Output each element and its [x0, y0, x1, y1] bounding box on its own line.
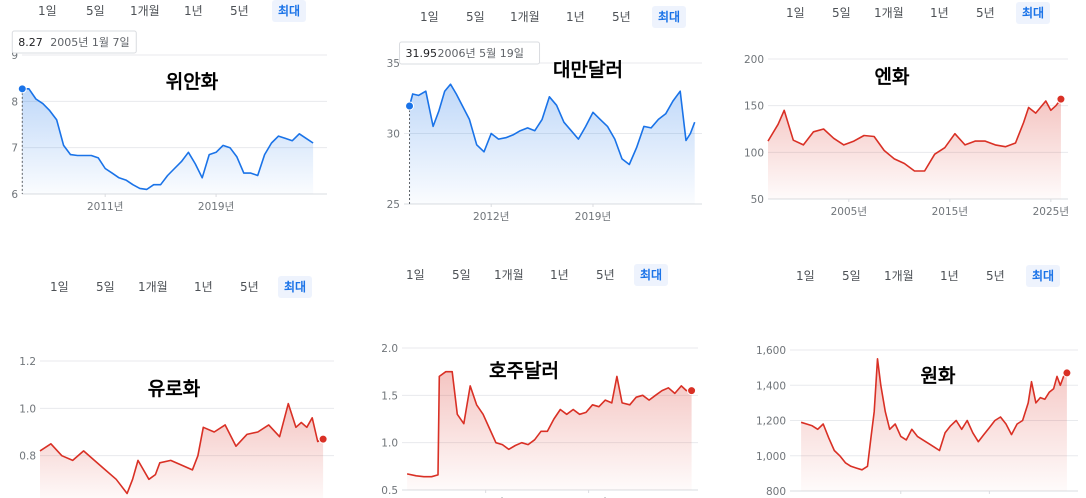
y-tick-label: 2.0: [381, 343, 398, 355]
y-tick-label: 30: [387, 129, 400, 141]
chart-panel-krw: 1일 5일 1개월 1년 5년 최대 800 1,000 1,200 1,400 1,6…: [720, 258, 1086, 498]
current-point[interactable]: [688, 387, 696, 395]
chart-svg: 50 100 150 200 2005년 2015년 2025년 엔화: [720, 25, 1086, 250]
y-tick-label: 0.5: [381, 485, 398, 497]
y-tick-label: 1.0: [381, 438, 398, 450]
tab-5y[interactable]: 5년: [590, 264, 621, 286]
current-point[interactable]: [1057, 95, 1065, 103]
x-tick-label: 2005년: [831, 206, 867, 218]
tab-1d[interactable]: 1일: [400, 264, 431, 286]
chart-title: 엔화: [875, 66, 910, 88]
tab-1d[interactable]: 1일: [780, 2, 811, 24]
tab-5y[interactable]: 5년: [606, 6, 637, 28]
y-tick-label: 1,000: [756, 451, 786, 463]
tooltip-value: 8.27: [18, 36, 43, 49]
tab-1y[interactable]: 1년: [544, 264, 575, 286]
tab-5d[interactable]: 5일: [446, 264, 477, 286]
chart-title: 유로화: [148, 378, 201, 400]
tab-5y[interactable]: 5년: [980, 265, 1011, 287]
y-tick-label: 1.5: [381, 390, 398, 402]
x-tick-label: 2015년: [932, 206, 968, 218]
chart-svg: 0.51.01.52.02010년2018년호주달러: [360, 288, 710, 498]
tab-1y[interactable]: 1년: [934, 265, 965, 287]
y-tick-label: 150: [744, 101, 764, 113]
tooltip-date: 2006년 5월 19일: [438, 46, 524, 60]
tab-max[interactable]: 최대: [1016, 2, 1050, 24]
series-area: [410, 84, 695, 204]
chart-title: 위안화: [166, 71, 219, 93]
chart-title: 원화: [921, 365, 956, 387]
chart-svg: 0.60.81.01.22011년2019년유로화: [0, 298, 345, 498]
tab-5d[interactable]: 5일: [460, 6, 491, 28]
y-tick-label: 8: [11, 96, 18, 108]
tooltip-value: 31.95: [406, 47, 438, 60]
current-point[interactable]: [319, 435, 327, 443]
tab-5y[interactable]: 5년: [234, 276, 265, 298]
tab-1m[interactable]: 1개월: [488, 264, 530, 286]
tab-1m[interactable]: 1개월: [124, 0, 166, 22]
hover-point[interactable]: [406, 102, 414, 110]
tab-1d[interactable]: 1일: [790, 265, 821, 287]
tooltip-date: 2005년 1월 7일: [50, 35, 129, 49]
tab-5d[interactable]: 5일: [90, 276, 121, 298]
y-tick-label: 1.2: [19, 356, 36, 368]
y-tick-label: 50: [751, 194, 764, 206]
y-tick-label: 100: [744, 147, 764, 159]
chart-title: 대만달러: [553, 59, 623, 81]
x-tick-label: 2019년: [198, 201, 234, 213]
chart-panel-jpy: 1일 5일 1개월 1년 5년 최대 50 100 150 200 2005년 2015년…: [720, 0, 1086, 250]
tab-5d[interactable]: 5일: [826, 2, 857, 24]
y-tick-label: 25: [387, 199, 400, 211]
tab-1y[interactable]: 1년: [188, 276, 219, 298]
x-tick-label: 2025년: [1033, 206, 1069, 218]
x-tick-label: 2012년: [473, 211, 509, 223]
tab-5d[interactable]: 5일: [80, 0, 111, 22]
tab-5d[interactable]: 5일: [836, 265, 867, 287]
current-point[interactable]: [1063, 369, 1071, 377]
tab-1d[interactable]: 1일: [44, 276, 75, 298]
chart-panel-eur: 1일 5일 1개월 1년 5년 최대 0.60.81.01.22011년2019…: [0, 268, 345, 498]
y-tick-label: 35: [387, 58, 400, 70]
tab-1y[interactable]: 1년: [560, 6, 591, 28]
x-tick-label: 2011년: [87, 201, 123, 213]
series-area: [407, 372, 691, 490]
y-tick-label: 200: [744, 54, 764, 66]
y-tick-label: 1,400: [756, 380, 786, 392]
series-area: [768, 99, 1061, 199]
series-area: [40, 404, 323, 498]
tab-1m[interactable]: 1개월: [504, 6, 546, 28]
y-tick-label: 800: [766, 486, 786, 498]
tab-1m[interactable]: 1개월: [878, 265, 920, 287]
chart-panel-cny: 1일 5일 1개월 1년 5년 최대 6 7 8 9 2011년 2019년 8.27 200…: [0, 0, 345, 250]
y-tick-label: 7: [11, 143, 18, 155]
y-tick-label: 1,200: [756, 416, 786, 428]
tab-max[interactable]: 최대: [272, 0, 306, 22]
chart-panel-twd: 1일 5일 1개월 1년 5년 최대 25 30 35 2012년 2019년 31.95…: [360, 0, 710, 250]
tab-max[interactable]: 최대: [652, 6, 686, 28]
series-area: [22, 89, 313, 194]
tab-1m[interactable]: 1개월: [132, 276, 174, 298]
y-tick-label: 1.0: [19, 403, 36, 415]
y-tick-label: 1,600: [756, 345, 786, 357]
y-tick-label: 6: [11, 189, 18, 201]
tab-1d[interactable]: 1일: [32, 0, 63, 22]
tab-max[interactable]: 최대: [278, 276, 312, 298]
tab-5y[interactable]: 5년: [224, 0, 255, 22]
chart-title: 호주달러: [489, 360, 559, 382]
chart-panel-aud: 1일 5일 1개월 1년 5년 최대 0.51.01.52.02010년2018…: [360, 258, 710, 498]
tab-max[interactable]: 최대: [634, 264, 668, 286]
tab-5y[interactable]: 5년: [970, 2, 1001, 24]
y-tick-label: 0.8: [19, 451, 36, 463]
tab-1y[interactable]: 1년: [924, 2, 955, 24]
hover-point[interactable]: [18, 85, 26, 93]
tab-1d[interactable]: 1일: [414, 6, 445, 28]
tab-max[interactable]: 최대: [1026, 265, 1060, 287]
x-tick-label: 2019년: [575, 211, 611, 223]
tab-1y[interactable]: 1년: [178, 0, 209, 22]
tab-1m[interactable]: 1개월: [868, 2, 910, 24]
